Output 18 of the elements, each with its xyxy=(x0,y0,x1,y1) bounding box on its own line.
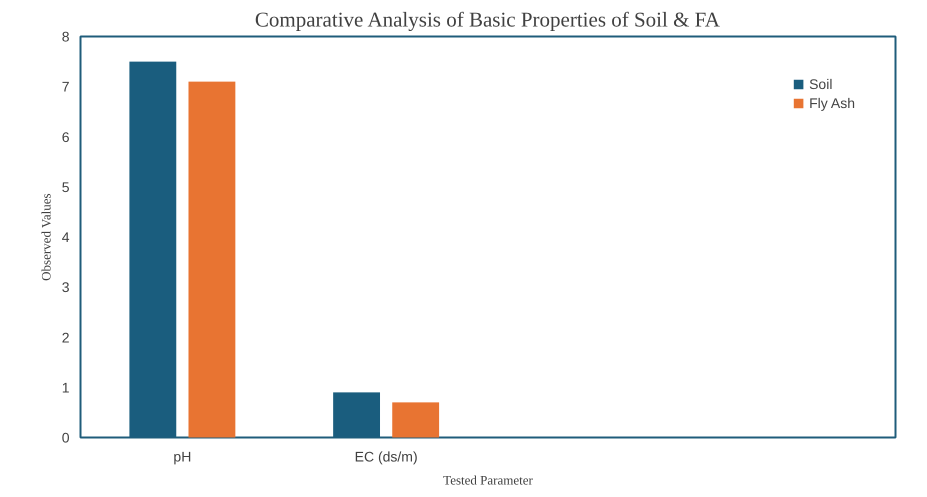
y-tick-label: 3 xyxy=(62,279,70,296)
y-tick-label: 0 xyxy=(62,430,70,446)
chart-title: Comparative Analysis of Basic Properties of Soil & FA xyxy=(254,8,721,32)
x-tick-label: pH xyxy=(173,448,192,464)
y-tick-label: 2 xyxy=(62,329,70,346)
bar xyxy=(392,402,440,438)
y-tick-label: 4 xyxy=(62,229,70,245)
x-tick-label: EC (ds/m) xyxy=(354,448,418,464)
y-tick-label: 1 xyxy=(62,379,70,396)
x-axis-title: Tested Parameter xyxy=(443,472,534,488)
y-tick-label: 8 xyxy=(62,28,70,44)
y-tick-label: 7 xyxy=(62,78,70,95)
bar xyxy=(188,82,236,438)
legend-label: Fly Ash xyxy=(809,95,855,111)
y-tick-label: 6 xyxy=(62,128,70,145)
y-tick-label: 5 xyxy=(62,178,70,195)
y-axis-title: Observed Values xyxy=(38,193,54,281)
legend-label: Soil xyxy=(809,76,832,92)
